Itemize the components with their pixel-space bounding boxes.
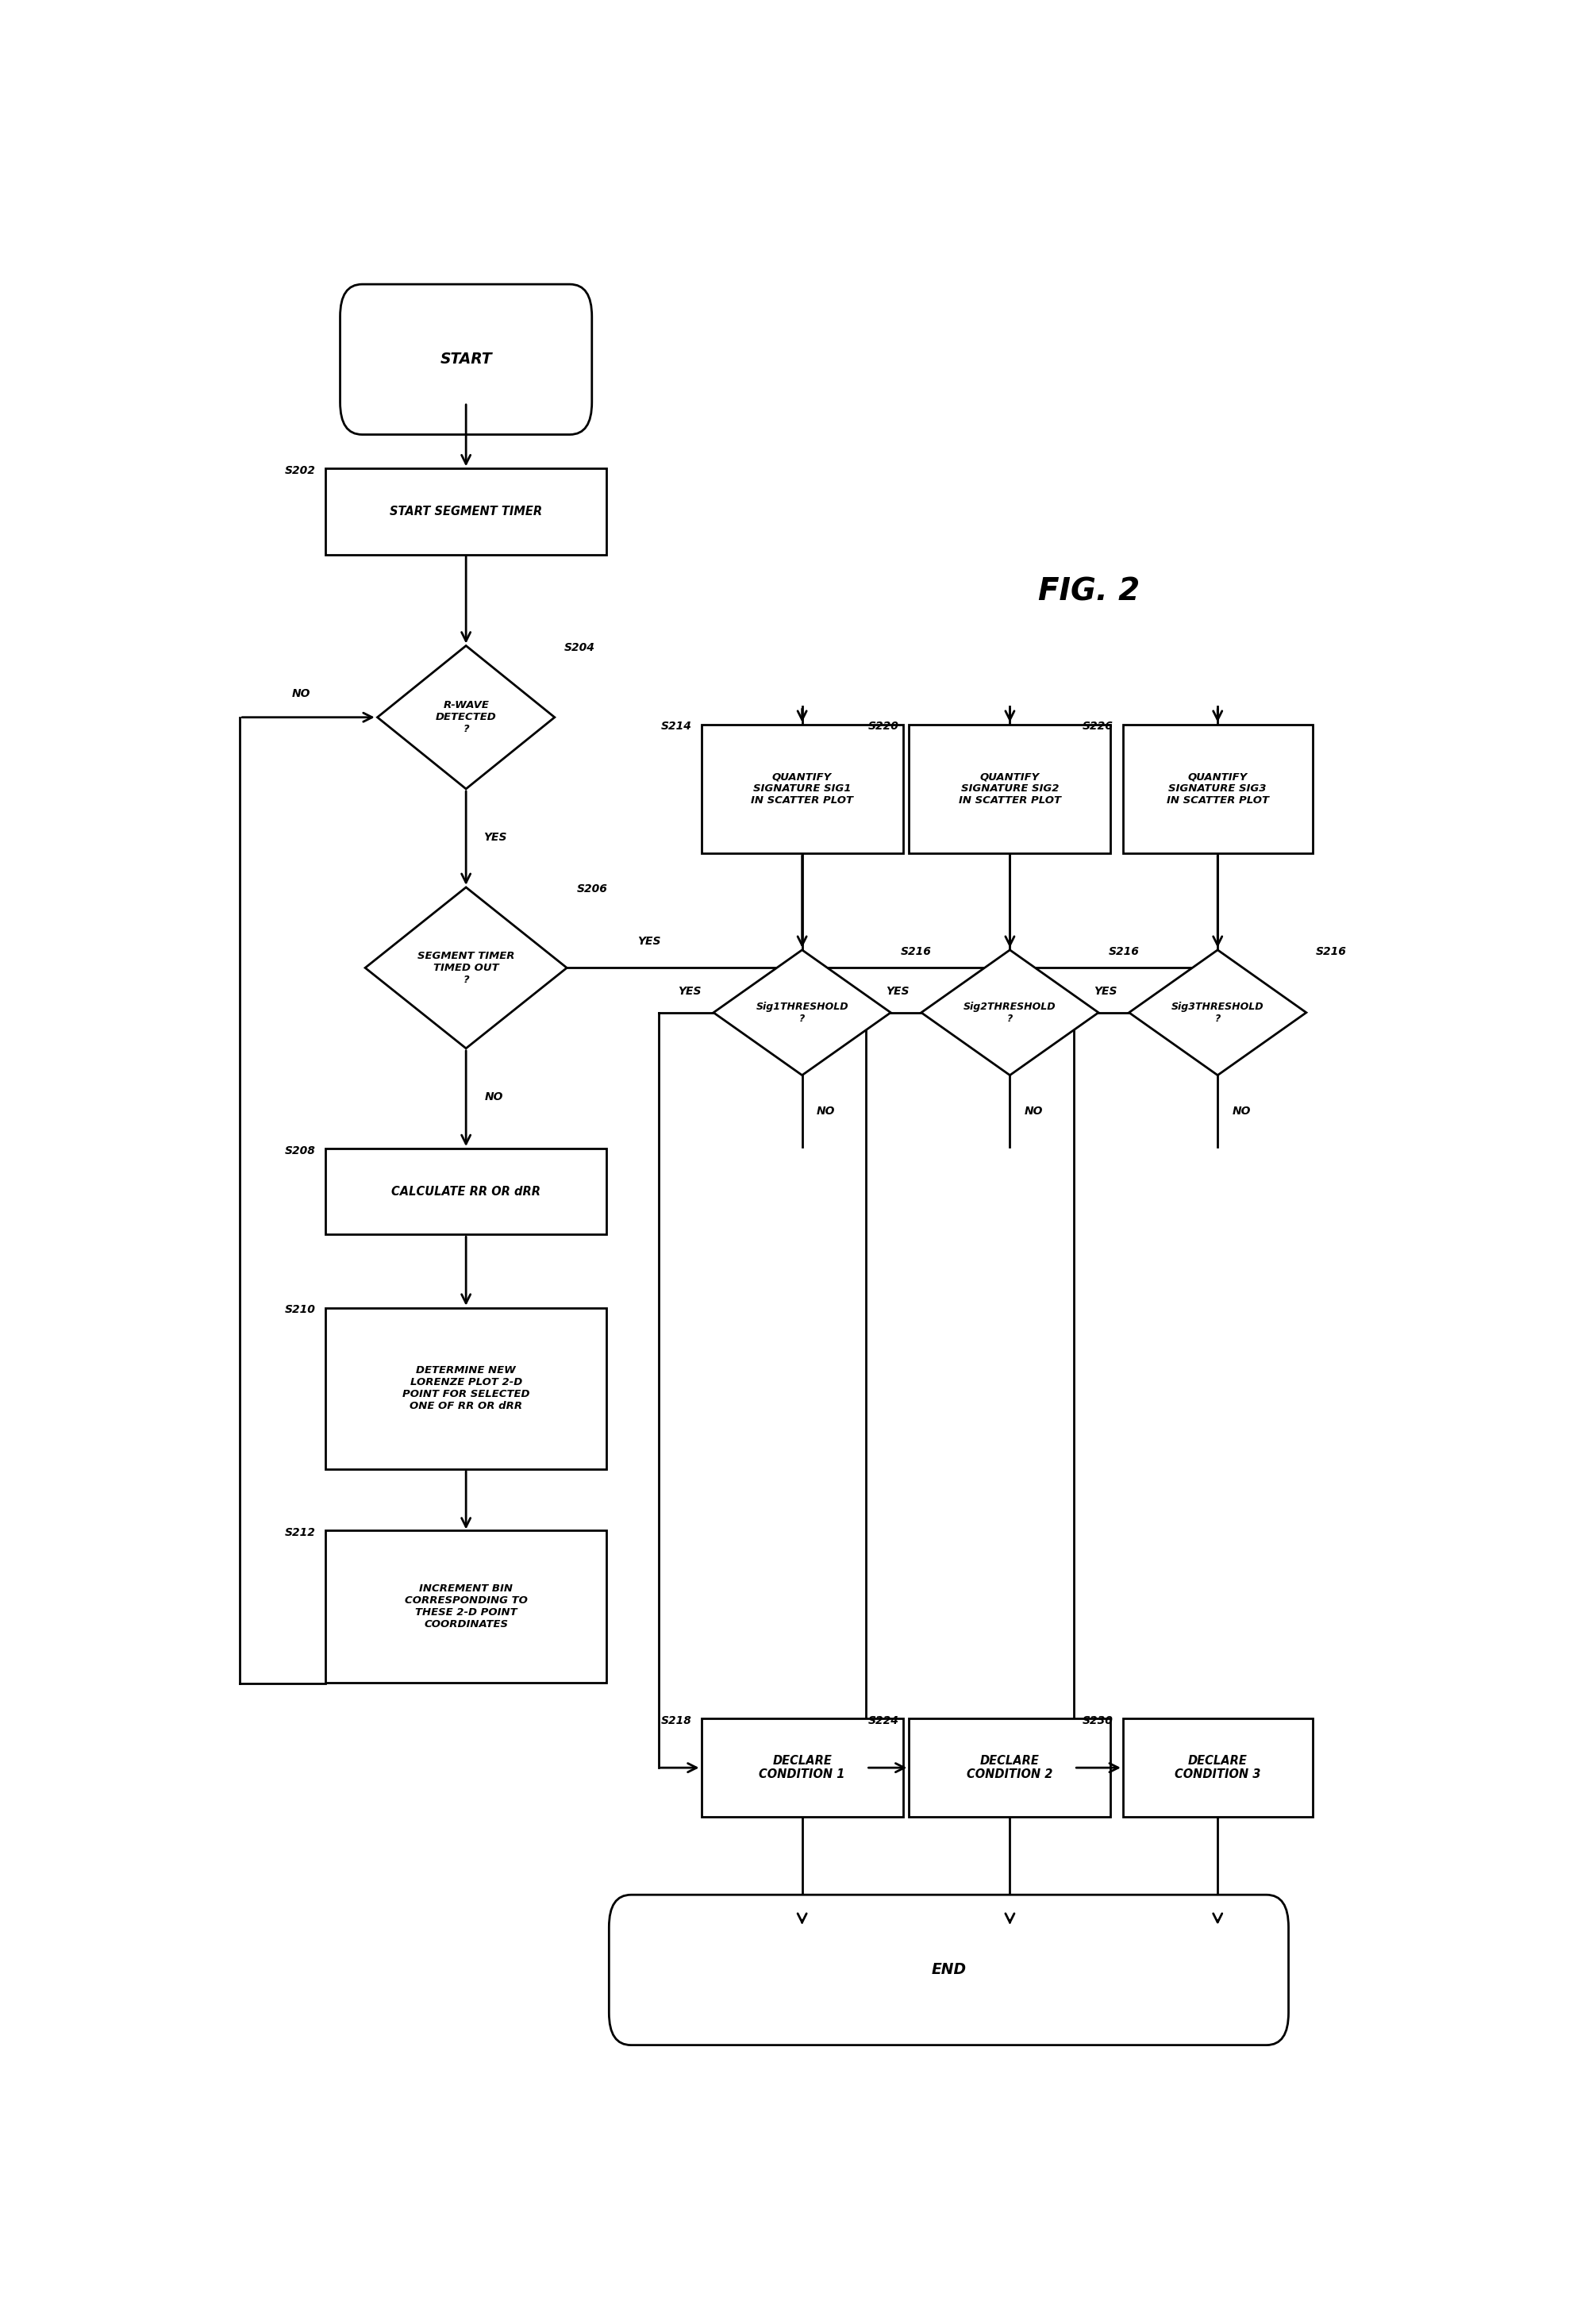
- Text: YES: YES: [637, 937, 661, 946]
- Bar: [1123, 725, 1312, 853]
- Text: S216: S216: [1109, 946, 1139, 957]
- Text: Sig2THRESHOLD
?: Sig2THRESHOLD ?: [964, 1002, 1057, 1023]
- Text: NO: NO: [817, 1106, 836, 1116]
- Text: S204: S204: [565, 641, 595, 653]
- Text: NO: NO: [1232, 1106, 1251, 1116]
- Text: YES: YES: [1093, 985, 1117, 997]
- Text: CALCULATE RR OR dRR: CALCULATE RR OR dRR: [391, 1185, 541, 1197]
- Text: Sig1THRESHOLD
?: Sig1THRESHOLD ?: [755, 1002, 848, 1023]
- Text: YES: YES: [678, 985, 702, 997]
- FancyBboxPatch shape: [609, 1894, 1288, 2045]
- Text: R-WAVE
DETECTED
?: R-WAVE DETECTED ?: [435, 700, 497, 734]
- Text: SEGMENT TIMER
TIMED OUT
?: SEGMENT TIMER TIMED OUT ?: [418, 951, 514, 985]
- Text: S230: S230: [1082, 1715, 1113, 1727]
- Text: S226: S226: [1082, 720, 1113, 732]
- Polygon shape: [377, 646, 555, 788]
- Bar: [702, 725, 904, 853]
- Bar: [325, 1308, 607, 1469]
- Text: NO: NO: [1025, 1106, 1042, 1116]
- Text: INCREMENT BIN
CORRESPONDING TO
THESE 2-D POINT
COORDINATES: INCREMENT BIN CORRESPONDING TO THESE 2-D…: [405, 1583, 527, 1629]
- Text: DETERMINE NEW
LORENZE PLOT 2-D
POINT FOR SELECTED
ONE OF RR OR dRR: DETERMINE NEW LORENZE PLOT 2-D POINT FOR…: [402, 1364, 530, 1411]
- Text: S220: S220: [869, 720, 899, 732]
- Text: S210: S210: [285, 1304, 315, 1315]
- Text: START: START: [440, 351, 492, 367]
- Text: YES: YES: [886, 985, 908, 997]
- Text: S216: S216: [900, 946, 932, 957]
- Text: DECLARE
CONDITION 3: DECLARE CONDITION 3: [1175, 1755, 1260, 1780]
- Text: QUANTIFY
SIGNATURE SIG1
IN SCATTER PLOT: QUANTIFY SIGNATURE SIG1 IN SCATTER PLOT: [751, 772, 853, 806]
- Text: S206: S206: [577, 883, 607, 895]
- Text: S216: S216: [1317, 946, 1347, 957]
- Text: Sig3THRESHOLD
?: Sig3THRESHOLD ?: [1172, 1002, 1263, 1023]
- Bar: [908, 725, 1110, 853]
- Text: DECLARE
CONDITION 1: DECLARE CONDITION 1: [759, 1755, 845, 1780]
- Text: S224: S224: [869, 1715, 899, 1727]
- Polygon shape: [366, 888, 566, 1048]
- Polygon shape: [921, 951, 1099, 1076]
- Bar: [1123, 1717, 1312, 1817]
- Bar: [908, 1717, 1110, 1817]
- Text: S202: S202: [285, 465, 315, 476]
- Text: YES: YES: [483, 832, 506, 844]
- Bar: [325, 1532, 607, 1683]
- Bar: [702, 1717, 904, 1817]
- Text: START SEGMENT TIMER: START SEGMENT TIMER: [390, 507, 542, 518]
- Text: S212: S212: [285, 1527, 315, 1538]
- Text: S208: S208: [285, 1146, 315, 1155]
- FancyBboxPatch shape: [341, 284, 591, 435]
- Polygon shape: [713, 951, 891, 1076]
- Text: NO: NO: [292, 688, 311, 700]
- Text: QUANTIFY
SIGNATURE SIG3
IN SCATTER PLOT: QUANTIFY SIGNATURE SIG3 IN SCATTER PLOT: [1167, 772, 1269, 806]
- Text: DECLARE
CONDITION 2: DECLARE CONDITION 2: [967, 1755, 1053, 1780]
- Bar: [325, 1148, 607, 1234]
- Text: QUANTIFY
SIGNATURE SIG2
IN SCATTER PLOT: QUANTIFY SIGNATURE SIG2 IN SCATTER PLOT: [959, 772, 1061, 806]
- Text: NO: NO: [484, 1090, 503, 1102]
- Text: FIG. 2: FIG. 2: [1039, 576, 1140, 607]
- Text: S218: S218: [661, 1715, 691, 1727]
- Bar: [325, 469, 607, 555]
- Polygon shape: [1129, 951, 1306, 1076]
- Text: END: END: [932, 1961, 967, 1978]
- Text: S214: S214: [661, 720, 691, 732]
